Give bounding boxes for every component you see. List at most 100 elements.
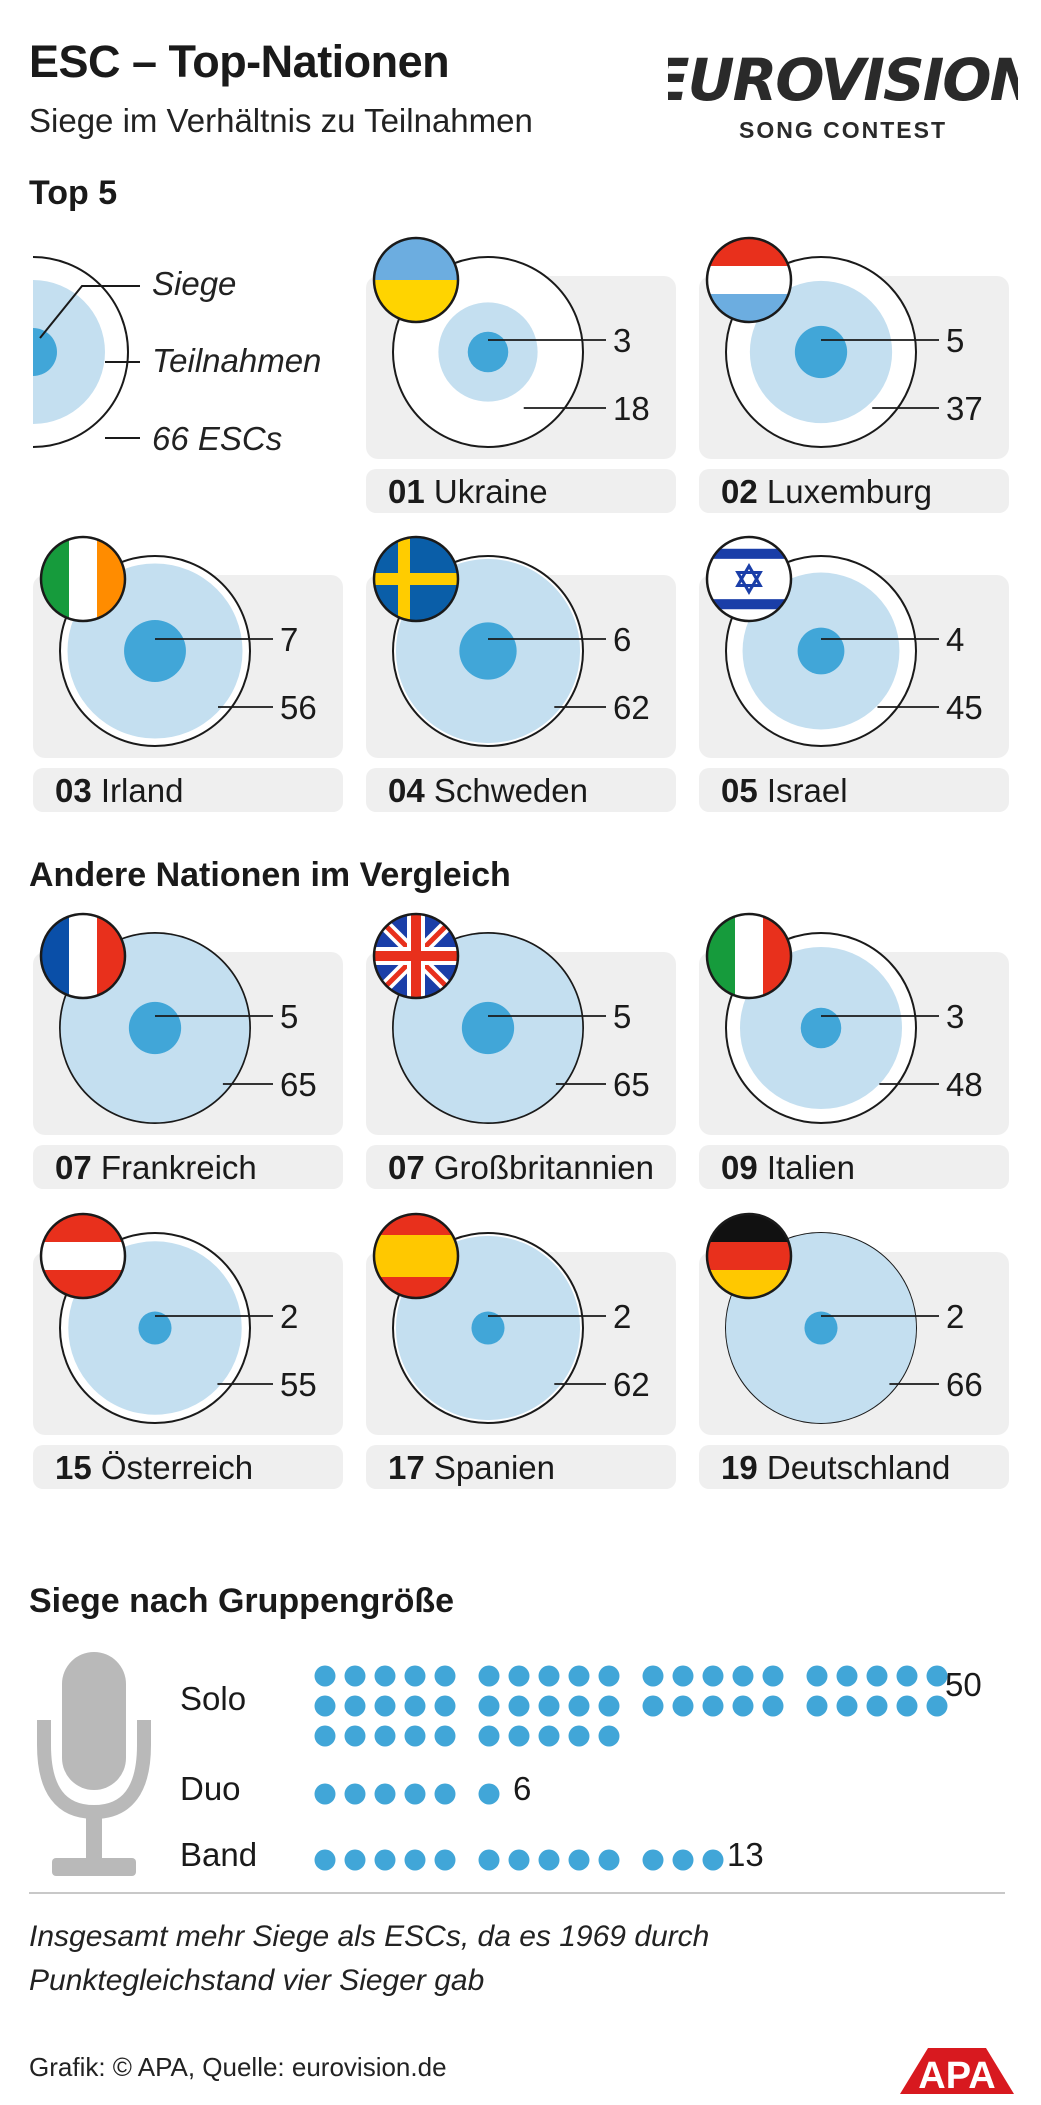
group-count-band: 13 (727, 1836, 764, 1873)
win-dot (374, 1783, 396, 1805)
win-dot (314, 1695, 336, 1717)
footer-divider (29, 1892, 1005, 1894)
nation-label: 05 Israel (721, 772, 848, 809)
flag-israel-icon (707, 537, 791, 621)
legend-disc-participations (33, 280, 105, 424)
label-pill (33, 1445, 343, 1489)
dot-wins (128, 1001, 182, 1055)
legend-label-participations: Teilnahmen (152, 342, 322, 379)
group-label-band: Band (180, 1836, 258, 1873)
nation-card-spain: 2 62 17 Spanien (366, 1212, 676, 1489)
eurovision-logo: EUROVISION SONG CONTEST (668, 46, 1018, 143)
win-dot (434, 1783, 456, 1805)
win-dot (762, 1695, 784, 1717)
win-dot (598, 1665, 620, 1687)
value-wins: 5 (946, 322, 964, 359)
win-dot (642, 1849, 664, 1871)
win-dot (568, 1665, 590, 1687)
value-participations: 45 (946, 689, 983, 726)
win-dot (344, 1665, 366, 1687)
label-pill (33, 1145, 343, 1189)
win-dot (434, 1665, 456, 1687)
value-participations: 62 (613, 1366, 650, 1403)
value-participations: 65 (280, 1066, 317, 1103)
value-wins: 6 (613, 621, 631, 658)
win-dot (866, 1695, 888, 1717)
win-dot (538, 1725, 560, 1747)
value-participations: 48 (946, 1066, 983, 1103)
dot-wins (800, 1007, 842, 1049)
label-pill (699, 469, 1009, 513)
win-dot (478, 1695, 500, 1717)
legend (33, 256, 140, 448)
win-dot (642, 1695, 664, 1717)
label-pill (699, 768, 1009, 812)
win-dot (538, 1665, 560, 1687)
footnote: Insgesamt mehr Siege als ESCs, da es 196… (29, 1915, 929, 2003)
value-participations: 66 (946, 1366, 983, 1403)
value-wins: 2 (946, 1298, 964, 1335)
logo-subline: SONG CONTEST (739, 117, 947, 143)
win-dot (344, 1783, 366, 1805)
footnote-line-1: Insgesamt mehr Siege als ESCs, da es 196… (29, 1920, 710, 1953)
source-credit: Grafik: © APA, Quelle: eurovision.de (29, 2052, 447, 2082)
dots-solo (314, 1665, 948, 1747)
win-dot (344, 1725, 366, 1747)
value-wins: 2 (613, 1298, 631, 1335)
win-dot (478, 1783, 500, 1805)
nation-label: 03 Irland (55, 772, 183, 809)
nation-card-israel: 4 45 05 Israel (699, 535, 1009, 812)
value-participations: 18 (613, 390, 650, 427)
win-dot (762, 1665, 784, 1687)
legend-label-total: 66 ESCs (152, 420, 283, 457)
value-wins: 2 (280, 1298, 298, 1335)
win-dot (568, 1695, 590, 1717)
label-pill (366, 469, 676, 513)
win-dot (568, 1849, 590, 1871)
flag-sweden-icon (374, 537, 458, 621)
nation-label: 07 Frankreich (55, 1149, 257, 1186)
legend-line-wins (39, 285, 140, 339)
value-participations: 55 (280, 1366, 317, 1403)
win-dot (434, 1849, 456, 1871)
win-dot (374, 1725, 396, 1747)
value-wins: 3 (613, 322, 631, 359)
win-dot (508, 1695, 530, 1717)
dot-wins (459, 622, 517, 680)
nation-card-ireland: 7 56 03 Irland (33, 535, 343, 812)
nation-label: 02 Luxemburg (721, 473, 932, 510)
win-dot (866, 1665, 888, 1687)
label-pill (33, 768, 343, 812)
dot-wins (461, 1001, 515, 1055)
win-dot (538, 1849, 560, 1871)
win-dot (568, 1725, 590, 1747)
legend-label-wins: Siege (152, 265, 237, 302)
dot-wins (471, 1311, 505, 1345)
win-dot (672, 1665, 694, 1687)
flag-luxembourg-icon (707, 238, 791, 322)
nation-label: 01 Ukraine (388, 473, 548, 510)
win-dot (702, 1695, 724, 1717)
win-dot (478, 1725, 500, 1747)
win-dot (598, 1849, 620, 1871)
win-dot (478, 1849, 500, 1871)
dot-wins (804, 1311, 838, 1345)
page-subtitle: Siege im Verhältnis zu Teilnahmen (29, 102, 533, 139)
win-dot (598, 1695, 620, 1717)
win-dot (598, 1725, 620, 1747)
value-participations: 56 (280, 689, 317, 726)
win-dot (732, 1665, 754, 1687)
win-dot (896, 1665, 918, 1687)
win-dot (344, 1695, 366, 1717)
win-dot (478, 1665, 500, 1687)
win-dot (836, 1665, 858, 1687)
dots-band (314, 1849, 724, 1871)
win-dot (508, 1665, 530, 1687)
win-dot (374, 1849, 396, 1871)
group-count-solo: 50 (945, 1666, 982, 1703)
logo-wordmark: EUROVISION (668, 46, 1018, 114)
win-dot (404, 1725, 426, 1747)
value-wins: 5 (280, 998, 298, 1035)
win-dot (404, 1783, 426, 1805)
